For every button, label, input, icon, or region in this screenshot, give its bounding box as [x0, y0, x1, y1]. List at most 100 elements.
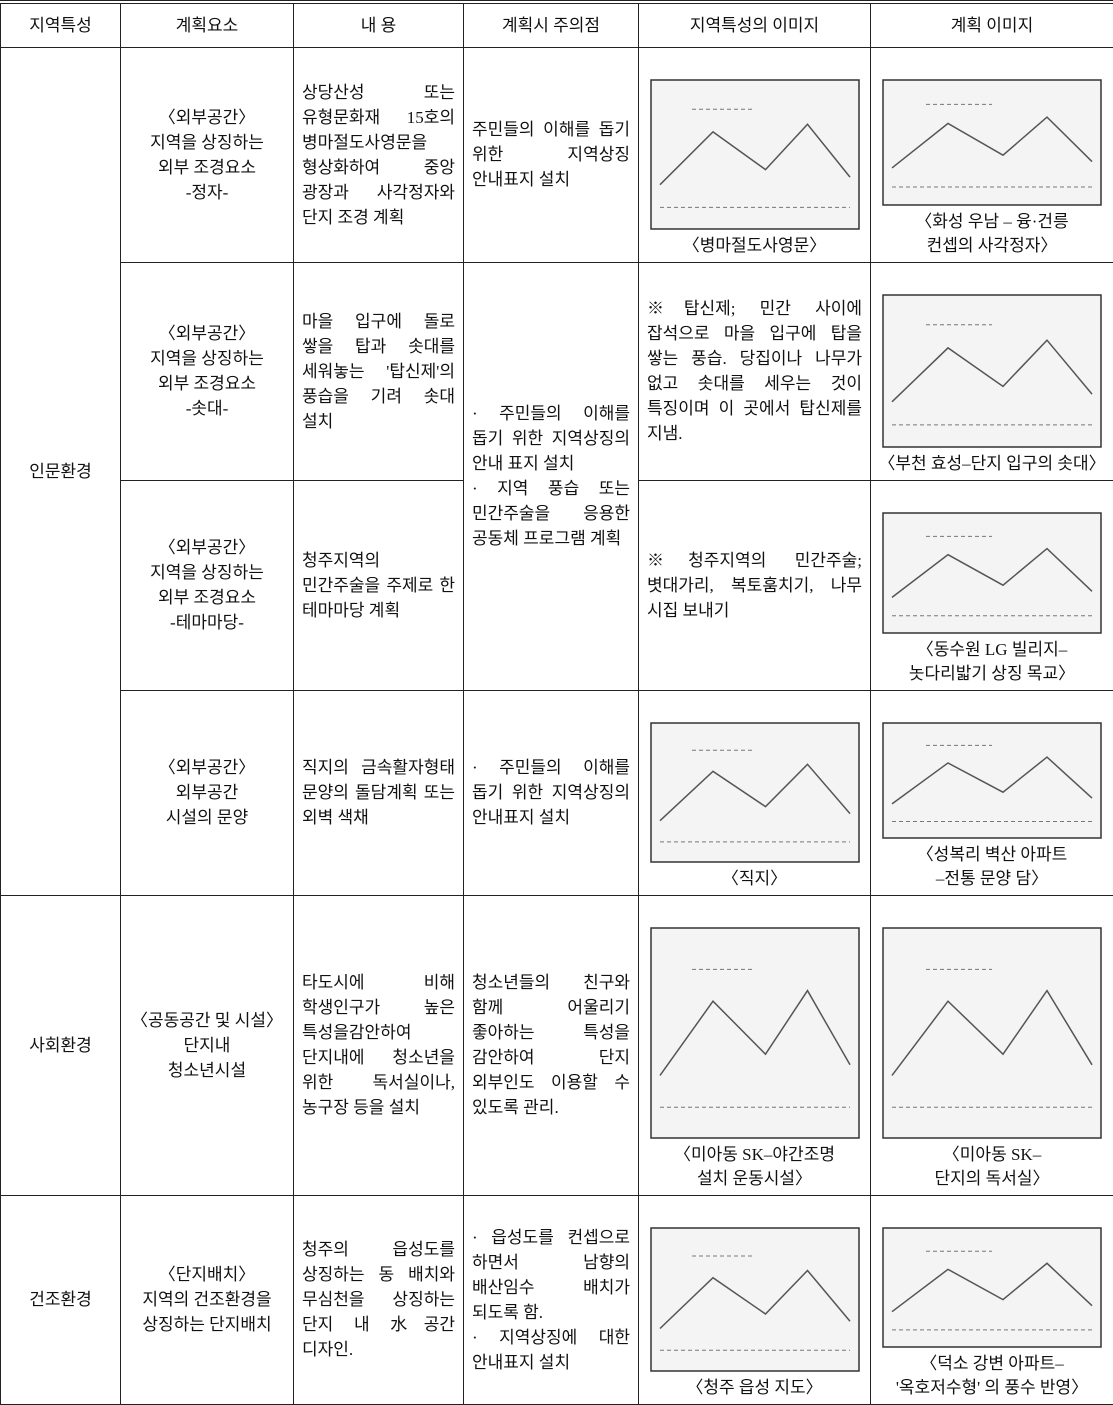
- note-cell: ※탑신제; 민간 사이에 잡석으로 마을 입구에 탑을 쌓는 풍습. 당집이나 …: [639, 262, 871, 480]
- caption-line: '옥호저수형' 의 풍수 반영〉: [875, 1376, 1109, 1400]
- content-cell: 청주의 읍성도를 상징하는 동 배치와 무심천을 상징하는 단지 내 水공간 디…: [294, 1195, 464, 1404]
- element-line: 〈공동공간 및 시설〉: [129, 1008, 285, 1033]
- image-cell: 〈덕소 강변 아파트–'옥호저수형' 의 풍수 반영〉: [871, 1195, 1113, 1404]
- header-cell: 계획시 주의점: [464, 2, 639, 47]
- caption-line: 설치 운동시설〉: [643, 1167, 866, 1191]
- content-cell: 직지의 금속활자형태 문양의 돌담계획 또는 외벽 색채: [294, 690, 464, 895]
- element-line: 외부공간: [129, 780, 285, 805]
- element-line: 외부 조경요소: [129, 371, 285, 396]
- element-line: 〈외부공간〉: [129, 105, 285, 130]
- caption: 〈병마절도사영문〉: [643, 234, 866, 258]
- caption-line: 컨셉의 사각정자〉: [875, 234, 1109, 258]
- caption: 〈청주 읍성 지도〉: [643, 1376, 866, 1400]
- element-line: 〈외부공간〉: [129, 755, 285, 780]
- caption: 〈성복리 벽산 아파트–전통 문양 담〉: [875, 843, 1109, 891]
- caption-line: 놋다리밟기 상징 목교〉: [875, 662, 1109, 686]
- photo: [882, 722, 1102, 839]
- caption-line: 〈성복리 벽산 아파트: [875, 843, 1109, 867]
- element-line: 단지내: [129, 1033, 285, 1058]
- element-line: 지역을 상징하는: [129, 130, 285, 155]
- element-line: 시설의 문양: [129, 805, 285, 830]
- caution-cell: 청소년들의 친구와 함께 어울리기 좋아하는 특성을 감안하여 단지 외부인도 …: [464, 895, 639, 1195]
- caution-paragraph: · 지역상징에 대한 안내표지 설치: [472, 1325, 630, 1375]
- caption: 〈직지〉: [643, 867, 866, 891]
- photo: [882, 512, 1102, 634]
- image-cell: 〈성복리 벽산 아파트–전통 문양 담〉: [871, 690, 1113, 895]
- caption-line: 단지의 독서실〉: [875, 1167, 1109, 1191]
- caution-paragraph: · 읍성도를 컨셉으로 하면서 남향의 배산임수 배치가 되도록 함.: [472, 1225, 630, 1325]
- caution-cell: · 주민들의 이해를 돕기 위한 지역상징의 안내 표지 설치· 지역 풍습 또…: [464, 262, 639, 690]
- element-line: 지역을 상징하는: [129, 346, 285, 371]
- caption-line: 〈직지〉: [643, 867, 866, 891]
- caution-paragraph: · 지역 풍습 또는 민간주술을 응용한 공동체 프로그램 계획: [472, 476, 630, 551]
- note-cell: ※청주지역의 민간주술; 볏대가리, 복토훔치기, 나무 시집 보내기: [639, 480, 871, 690]
- caution-cell: 주민들의 이해를 돕기 위한 지역상징 안내표지 설치: [464, 47, 639, 262]
- content-cell: 마을 입구에 돌로 쌓을 탑과 솟대를 세워놓는 '탑신제'의 풍습을 기려 솟…: [294, 262, 464, 480]
- photo: [882, 79, 1102, 206]
- photo: [650, 1227, 860, 1372]
- caption: 〈덕소 강변 아파트–'옥호저수형' 의 풍수 반영〉: [875, 1352, 1109, 1400]
- caption-line: 〈부천 효성–단지 입구의 솟대〉: [875, 452, 1109, 476]
- caption-line: 〈미아동 SK–야간조명: [643, 1143, 866, 1167]
- image-cell: 〈미아동 SK–단지의 독서실〉: [871, 895, 1113, 1195]
- content-cell: 타도시에 비해 학생인구가 높은 특성을감안하여 단지내에 청소년을 위한 독서…: [294, 895, 464, 1195]
- caption-line: 〈청주 읍성 지도〉: [643, 1376, 866, 1400]
- element-line: 외부 조경요소: [129, 585, 285, 610]
- content-cell: 상당산성 또는 유형문화재 15호의 병마절도사영문을 형상화하여 중앙 광장과…: [294, 47, 464, 262]
- caution-paragraph: 주민들의 이해를 돕기 위한 지역상징 안내표지 설치: [472, 117, 630, 192]
- caption: 〈부천 효성–단지 입구의 솟대〉: [875, 452, 1109, 476]
- caption-line: 〈병마절도사영문〉: [643, 234, 866, 258]
- header-cell: 계획요소: [121, 2, 294, 47]
- element-line: -솟대-: [129, 396, 285, 421]
- header-cell: 내 용: [294, 2, 464, 47]
- region-cell: 건조환경: [1, 1195, 121, 1404]
- element-line: 지역의 건조환경을: [129, 1287, 285, 1312]
- caption-line: 〈덕소 강변 아파트–: [875, 1352, 1109, 1376]
- caution-cell: · 읍성도를 컨셉으로 하면서 남향의 배산임수 배치가 되도록 함.· 지역상…: [464, 1195, 639, 1404]
- element-line: 상징하는 단지배치: [129, 1312, 285, 1337]
- caption-line: –전통 문양 담〉: [875, 867, 1109, 891]
- header-cell: 지역특성: [1, 2, 121, 47]
- photo: [882, 927, 1102, 1139]
- header-cell: 지역특성의 이미지: [639, 2, 871, 47]
- caution-cell: · 주민들의 이해를 돕기 위한 지역상징의 안내표지 설치: [464, 690, 639, 895]
- caption-line: 〈화성 우남 – 융·건릉: [875, 210, 1109, 234]
- photo: [650, 79, 860, 230]
- region-cell: 사회환경: [1, 895, 121, 1195]
- element-line: 〈외부공간〉: [129, 321, 285, 346]
- element-line: -테마마당-: [129, 610, 285, 635]
- content-cell: 청주지역의 민간주술을 주제로 한 테마마당 계획: [294, 480, 464, 690]
- element-line: 청소년시설: [129, 1058, 285, 1083]
- photo: [882, 294, 1102, 448]
- element-line: 〈단지배치〉: [129, 1262, 285, 1287]
- image-cell: 〈부천 효성–단지 입구의 솟대〉: [871, 262, 1113, 480]
- caption: 〈미아동 SK–단지의 독서실〉: [875, 1143, 1109, 1191]
- photo: [650, 722, 860, 863]
- photo: [882, 1227, 1102, 1348]
- caution-paragraph: 청소년들의 친구와 함께 어울리기 좋아하는 특성을 감안하여 단지 외부인도 …: [472, 970, 630, 1120]
- caption-line: 〈동수원 LG 빌리지–: [875, 638, 1109, 662]
- caution-paragraph: · 주민들의 이해를 돕기 위한 지역상징의 안내표지 설치: [472, 755, 630, 830]
- header-cell: 계획 이미지: [871, 2, 1113, 47]
- element-line: -정자-: [129, 180, 285, 205]
- element-line: 외부 조경요소: [129, 155, 285, 180]
- caution-paragraph: · 주민들의 이해를 돕기 위한 지역상징의 안내 표지 설치: [472, 401, 630, 476]
- caption-line: 〈미아동 SK–: [875, 1143, 1109, 1167]
